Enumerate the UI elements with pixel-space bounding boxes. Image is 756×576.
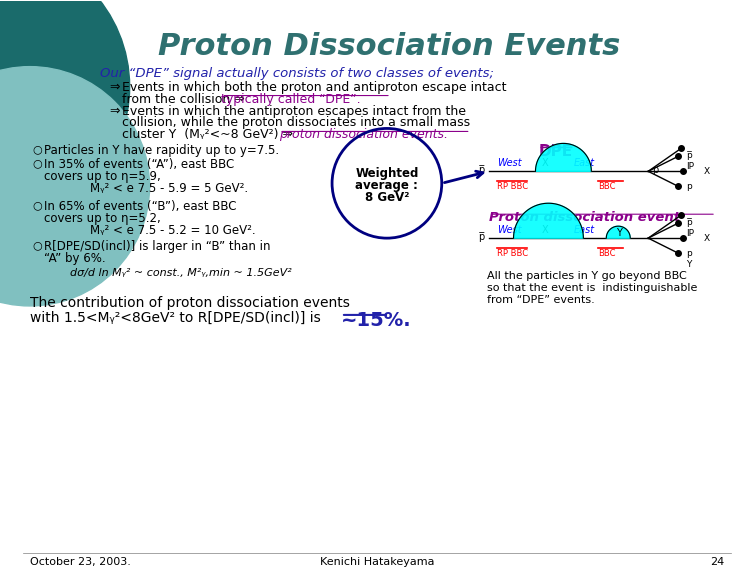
Text: IP: IP	[686, 229, 694, 238]
Text: X: X	[541, 225, 548, 235]
Text: p: p	[686, 182, 692, 191]
Text: dσ/d ln Mᵧ² ~ const., M²ᵧ,min ~ 1.5GeV²: dσ/d ln Mᵧ² ~ const., M²ᵧ,min ~ 1.5GeV²	[70, 268, 292, 278]
Text: BBC: BBC	[598, 182, 616, 191]
Text: p̅: p̅	[686, 151, 692, 160]
Text: Kenichi Hatakeyama: Kenichi Hatakeyama	[320, 557, 434, 567]
Text: RP BBC: RP BBC	[497, 249, 528, 258]
Text: covers up to η=5.2,: covers up to η=5.2,	[44, 212, 160, 225]
Text: R[DPE/SD(incl)] is larger in “B” than in: R[DPE/SD(incl)] is larger in “B” than in	[44, 240, 271, 253]
Text: p: p	[652, 165, 658, 175]
Text: Our “DPE” signal actually consists of two classes of events;: Our “DPE” signal actually consists of tw…	[100, 67, 494, 79]
Text: p̅: p̅	[479, 165, 485, 175]
Text: collision, while the proton dissociates into a small mass: collision, while the proton dissociates …	[122, 116, 469, 130]
Text: All the particles in Y go beyond BBC: All the particles in Y go beyond BBC	[487, 271, 686, 281]
Text: RP BBC: RP BBC	[497, 182, 528, 191]
Text: October 23, 2003.: October 23, 2003.	[30, 557, 131, 567]
Text: The contribution of proton dissociation events: The contribution of proton dissociation …	[30, 296, 350, 310]
Text: average :: average :	[355, 179, 418, 192]
Text: p: p	[686, 249, 692, 257]
Text: DPE: DPE	[538, 145, 572, 160]
Text: East: East	[573, 225, 594, 235]
Text: ○: ○	[32, 240, 42, 250]
Text: Events in which both the proton and antiproton escape intact: Events in which both the proton and anti…	[122, 81, 507, 93]
Text: East: East	[573, 158, 594, 168]
Text: 24: 24	[710, 557, 724, 567]
Circle shape	[0, 0, 129, 226]
Text: with 1.5<Mᵧ²<8GeV² to R[DPE/SD(incl)] is: with 1.5<Mᵧ²<8GeV² to R[DPE/SD(incl)] is	[30, 311, 325, 325]
Text: Mᵧ² < e 7.5 - 5.2 = 10 GeV².: Mᵧ² < e 7.5 - 5.2 = 10 GeV².	[90, 224, 256, 237]
Text: Proton Dissociation Events: Proton Dissociation Events	[158, 32, 620, 60]
Text: In 65% of events (“B”), east BBC: In 65% of events (“B”), east BBC	[44, 200, 237, 213]
Circle shape	[0, 67, 150, 306]
Text: ○: ○	[32, 145, 42, 154]
Polygon shape	[535, 143, 591, 171]
Text: ⇒: ⇒	[110, 104, 120, 118]
Text: West: West	[497, 158, 521, 168]
Text: p̅: p̅	[686, 218, 692, 227]
Text: ~15%.: ~15%.	[341, 311, 412, 330]
Text: X: X	[704, 234, 710, 242]
Text: so that the event is  indistinguishable: so that the event is indistinguishable	[487, 283, 697, 293]
Text: Y: Y	[616, 228, 622, 238]
Text: covers up to η=5.9,: covers up to η=5.9,	[44, 170, 160, 183]
Text: from the collision ⇒: from the collision ⇒	[122, 93, 249, 105]
Text: Events in which the antiproton escapes intact from the: Events in which the antiproton escapes i…	[122, 104, 466, 118]
Text: In 35% of events (“A”), east BBC: In 35% of events (“A”), east BBC	[44, 158, 234, 172]
Text: proton dissociation events.: proton dissociation events.	[279, 128, 448, 142]
Text: from “DPE” events.: from “DPE” events.	[487, 295, 594, 305]
Text: typically called “DPE”.: typically called “DPE”.	[222, 93, 361, 105]
Text: Weighted: Weighted	[355, 167, 419, 180]
Text: Mᵧ² < e 7.5 - 5.9 = 5 GeV².: Mᵧ² < e 7.5 - 5.9 = 5 GeV².	[90, 182, 248, 195]
Text: BBC: BBC	[598, 249, 616, 258]
Text: X: X	[541, 158, 548, 168]
Text: West: West	[497, 225, 521, 235]
Text: ○: ○	[32, 200, 42, 210]
Text: ⇒: ⇒	[110, 81, 120, 93]
Text: “A” by 6%.: “A” by 6%.	[44, 252, 106, 265]
Polygon shape	[606, 226, 631, 238]
Text: IP: IP	[686, 162, 694, 171]
Text: p̅: p̅	[479, 232, 485, 242]
Text: ○: ○	[32, 158, 42, 168]
Text: Proton dissociation event: Proton dissociation event	[488, 211, 680, 224]
Text: 8 GeV²: 8 GeV²	[364, 191, 409, 204]
Text: Y: Y	[686, 260, 692, 268]
Text: X: X	[704, 167, 710, 176]
Text: Particles in Y have rapidity up to y=7.5.: Particles in Y have rapidity up to y=7.5…	[44, 145, 279, 157]
Text: cluster Y  (Mᵧ²<~8 GeV²) ⇒: cluster Y (Mᵧ²<~8 GeV²) ⇒	[122, 128, 296, 142]
Polygon shape	[513, 203, 584, 238]
